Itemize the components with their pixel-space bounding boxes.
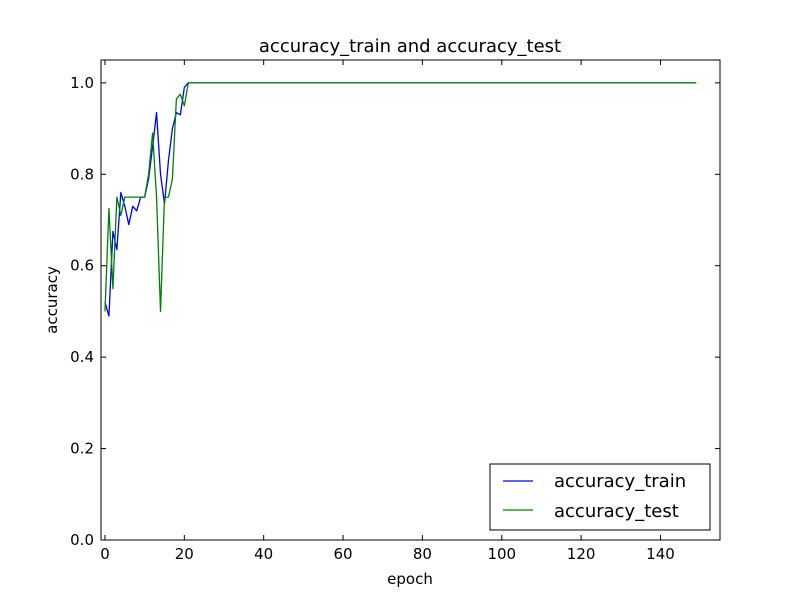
x-axis-label: epoch: [387, 570, 433, 588]
x-tick-label: 140: [646, 545, 675, 563]
y-tick-label: 0.4: [70, 348, 94, 366]
x-tick-label: 20: [175, 545, 194, 563]
legend: accuracy_train accuracy_test: [489, 463, 711, 531]
y-tick-label: 0.6: [70, 257, 94, 275]
y-tick-label: 1.0: [70, 74, 94, 92]
plot-series: [104, 82, 697, 317]
y-axis-label: accuracy: [43, 266, 61, 334]
y-tick-label: 0.8: [70, 165, 94, 183]
series-line-accuracy-train: [104, 82, 697, 317]
y-tick-label: 0.2: [70, 440, 94, 458]
legend-label-accuracy-test: accuracy_test: [554, 501, 679, 522]
x-tick-label: 80: [413, 545, 432, 563]
x-tick-label: 40: [254, 545, 273, 563]
x-tick-label: 60: [333, 545, 352, 563]
y-tick-label: 0.0: [70, 531, 94, 549]
legend-label-accuracy-train: accuracy_train: [554, 471, 686, 492]
series-line-accuracy-test: [104, 82, 697, 313]
chart-title: accuracy_train and accuracy_test: [259, 36, 561, 57]
x-tick-label: 100: [487, 545, 516, 563]
axis-tick-labels: 0 20 40 60 80 100 120 140 0.0 0.2 0.4 0.6 0.8 1.0: [70, 74, 675, 563]
x-tick-label: 0: [100, 545, 110, 563]
axis-ticks: [101, 60, 720, 541]
plot-frame: [100, 59, 721, 541]
legend-box: [489, 463, 711, 531]
x-tick-label: 120: [567, 545, 596, 563]
